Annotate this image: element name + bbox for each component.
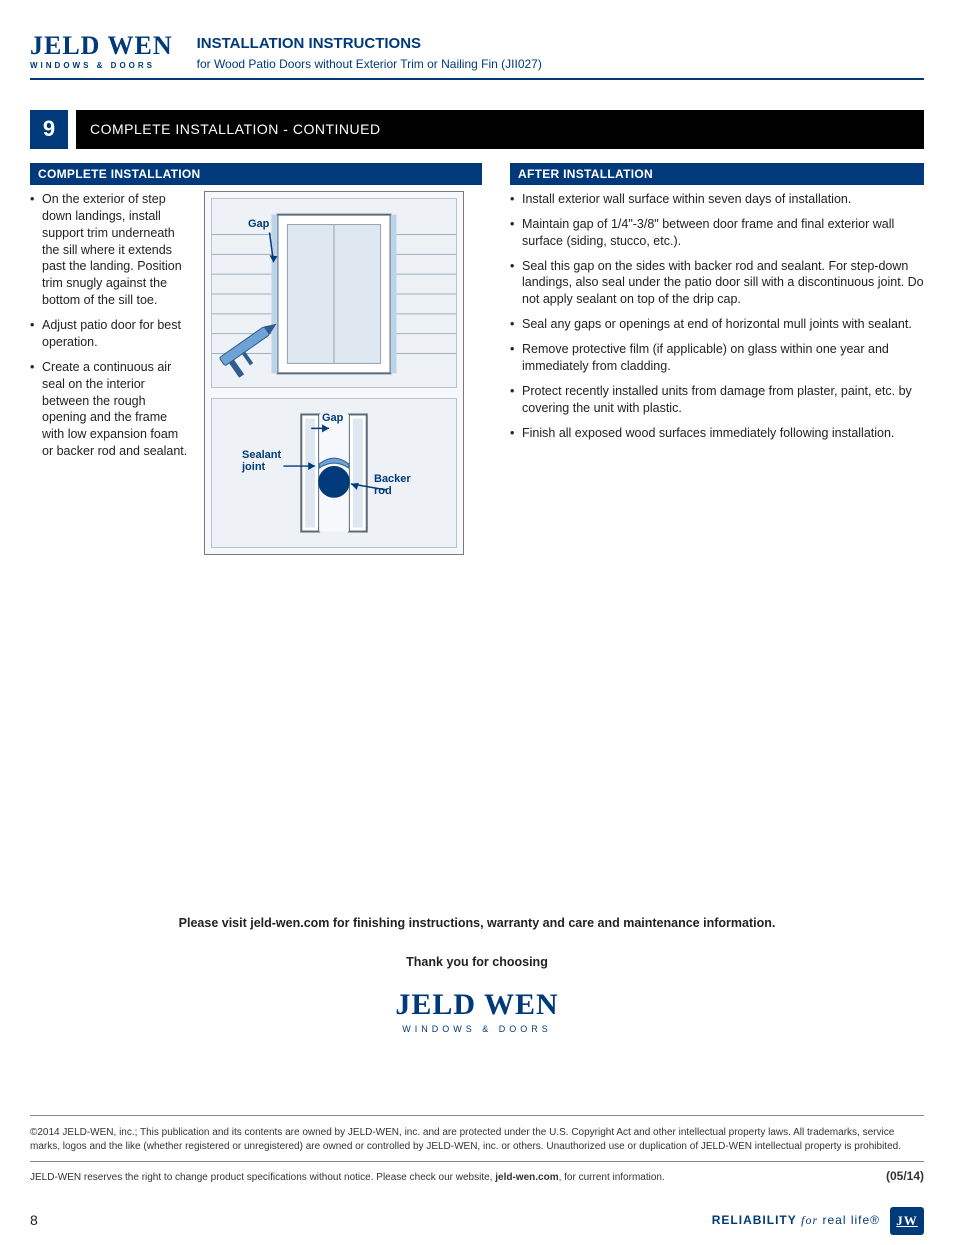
right-column: AFTER INSTALLATION Install exterior wall… (510, 163, 924, 555)
list-item: Seal this gap on the sides with backer r… (510, 258, 924, 309)
brand-logo: JELD WEN WINDOWS & DOORS (30, 28, 173, 72)
closing-block: Please visit jeld-wen.com for finishing … (30, 915, 924, 1035)
left-column: COMPLETE INSTALLATION On the exterior of… (30, 163, 482, 555)
doc-subtitle: for Wood Patio Doors without Exterior Tr… (197, 56, 542, 72)
legal-block: ©2014 JELD-WEN, inc.; This publication a… (30, 1115, 924, 1184)
section-number: 9 (30, 110, 68, 149)
jw-badge-icon: JW (890, 1207, 924, 1235)
brand-logo-subtext: WINDOWS & DOORS (30, 61, 173, 72)
closing-line2: Thank you for choosing (30, 954, 924, 971)
legal-para2-post: , for current information. (559, 1172, 665, 1183)
list-item: Create a continuous air seal on the inte… (30, 359, 190, 460)
figure-caulk-gap: Gap (211, 198, 457, 388)
left-bullets: On the exterior of step down landings, i… (30, 191, 190, 460)
header-titles: INSTALLATION INSTRUCTIONS for Wood Patio… (197, 34, 542, 71)
page-header: JELD WEN WINDOWS & DOORS INSTALLATION IN… (30, 28, 924, 80)
legal-para2-bold: jeld-wen.com (495, 1172, 558, 1183)
figure-sealant-detail: Gap Sealant joint Backer rod (211, 398, 457, 548)
tagline-a: RELIABILITY (712, 1213, 797, 1227)
figure-label-gap2: Gap (322, 411, 343, 426)
right-subhead: AFTER INSTALLATION (510, 163, 924, 185)
legal-para2: JELD-WEN reserves the right to change pr… (30, 1171, 665, 1185)
closing-logo-text: JELD WEN (30, 985, 924, 1026)
list-item: Remove protective film (if applicable) o… (510, 341, 924, 375)
doc-date: (05/14) (886, 1168, 924, 1184)
right-bullets: Install exterior wall surface within sev… (510, 191, 924, 442)
brand-logo-text: JELD WEN (30, 28, 173, 63)
doc-title: INSTALLATION INSTRUCTIONS (197, 34, 542, 54)
tagline: RELIABILITY for real life® JW (712, 1207, 924, 1235)
page-footer: 8 RELIABILITY for real life® JW (30, 1207, 924, 1235)
closing-line1: Please visit jeld-wen.com for finishing … (30, 915, 924, 932)
list-item: Seal any gaps or openings at end of hori… (510, 316, 924, 333)
list-item: Maintain gap of 1/4"-3/8" between door f… (510, 216, 924, 250)
page-number: 8 (30, 1211, 38, 1230)
tagline-b: for (801, 1213, 818, 1227)
list-item: Install exterior wall surface within sev… (510, 191, 924, 208)
figure-label-sealant: Sealant joint (242, 449, 286, 473)
section-bar: 9 COMPLETE INSTALLATION - CONTINUED (30, 110, 924, 149)
left-subhead: COMPLETE INSTALLATION (30, 163, 482, 185)
legal-para1: ©2014 JELD-WEN, inc.; This publication a… (30, 1126, 924, 1153)
list-item: Finish all exposed wood surfaces immedia… (510, 425, 924, 442)
figure-box: Gap (204, 191, 464, 555)
figure-label-backer: Backer rod (374, 473, 418, 497)
list-item: Adjust patio door for best operation. (30, 317, 190, 351)
tagline-c: real life® (822, 1213, 880, 1227)
closing-logo-subtext: WINDOWS & DOORS (30, 1023, 924, 1035)
section-title: COMPLETE INSTALLATION - CONTINUED (76, 110, 924, 149)
closing-logo: JELD WEN WINDOWS & DOORS (30, 985, 924, 1036)
list-item: Protect recently installed units from da… (510, 383, 924, 417)
figure-label-gap: Gap (248, 217, 269, 232)
legal-para2-pre: JELD-WEN reserves the right to change pr… (30, 1172, 495, 1183)
list-item: On the exterior of step down landings, i… (30, 191, 190, 309)
